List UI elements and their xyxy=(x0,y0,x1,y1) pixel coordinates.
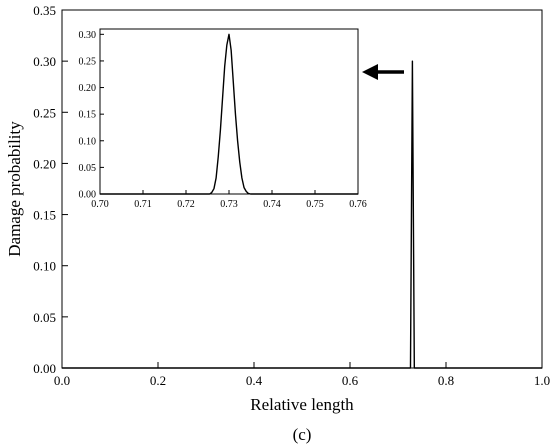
inset-x-tick-label: 0.70 xyxy=(91,199,109,210)
inset-y-tick-label: 0.15 xyxy=(79,110,97,121)
main-x-tick-label: 0.4 xyxy=(246,373,263,388)
main-y-tick-label: 0.00 xyxy=(33,361,56,376)
main-y-tick-label: 0.10 xyxy=(33,259,56,274)
main-x-tick-label: 0.2 xyxy=(150,373,166,388)
inset-y-tick-label: 0.30 xyxy=(79,30,97,41)
inset-x-tick-label: 0.72 xyxy=(177,199,195,210)
main-x-tick-label: 0.8 xyxy=(438,373,454,388)
inset-x-tick-label: 0.74 xyxy=(263,199,281,210)
main-x-tick-label: 1.0 xyxy=(534,373,550,388)
inset-y-tick-label: 0.25 xyxy=(79,56,97,67)
main-x-tick-label: 0.0 xyxy=(54,373,70,388)
main-x-tick-label: 0.6 xyxy=(342,373,359,388)
inset-y-tick-label: 0.00 xyxy=(79,190,97,201)
arrow-head xyxy=(362,64,378,80)
inset-x-tick-label: 0.76 xyxy=(349,199,367,210)
inset-x-tick-label: 0.73 xyxy=(220,199,238,210)
y-axis-title: Damage probability xyxy=(5,121,24,257)
inset-x-tick-label: 0.75 xyxy=(306,199,324,210)
main-y-tick-label: 0.35 xyxy=(33,3,56,18)
arrow-annotation xyxy=(362,64,404,80)
main-series-line xyxy=(62,60,542,369)
inset-series-line xyxy=(100,33,358,195)
inset-y-tick-label: 0.20 xyxy=(79,83,97,94)
main-y-tick-label: 0.05 xyxy=(33,310,56,325)
inset-x-tick-label: 0.71 xyxy=(134,199,152,210)
main-y-tick-label: 0.15 xyxy=(33,208,56,223)
main-y-tick-label: 0.25 xyxy=(33,105,56,120)
main-y-tick-label: 0.20 xyxy=(33,156,56,171)
panel-label: (c) xyxy=(293,425,312,444)
inset-y-tick-label: 0.05 xyxy=(79,163,97,174)
x-axis-title: Relative length xyxy=(250,395,354,414)
main-y-tick-label: 0.30 xyxy=(33,54,56,69)
inset-background xyxy=(100,29,358,194)
inset-y-tick-label: 0.10 xyxy=(79,136,97,147)
